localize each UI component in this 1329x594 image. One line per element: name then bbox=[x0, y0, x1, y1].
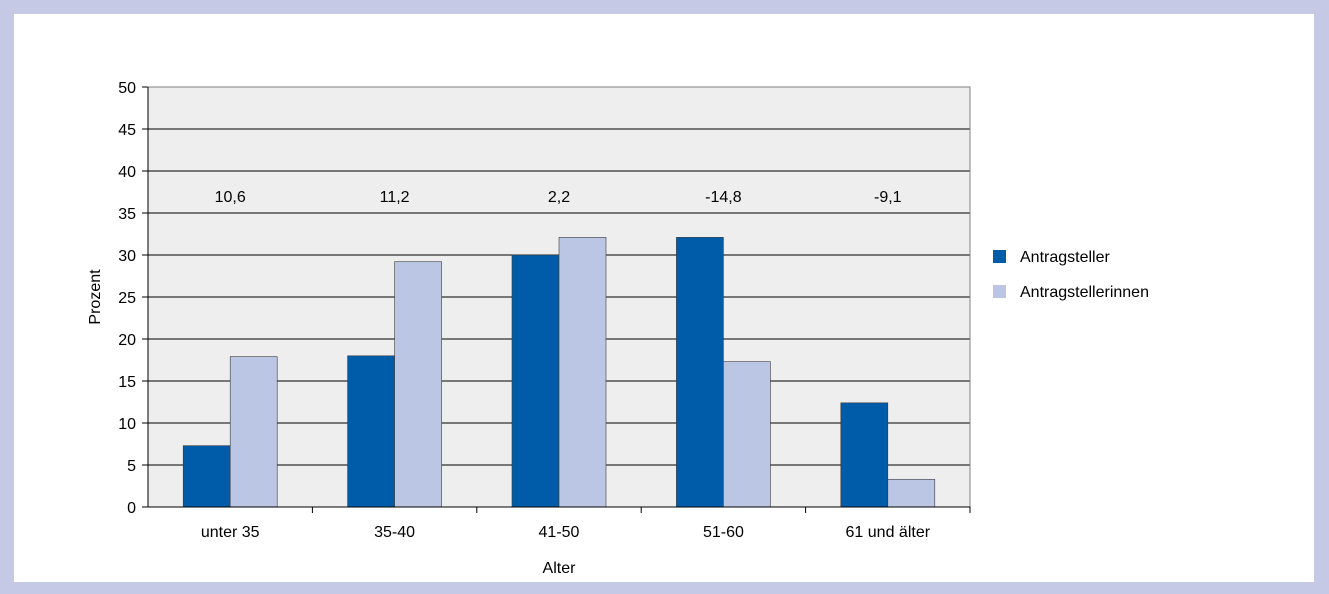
y-axis-title: Prozent bbox=[87, 269, 104, 325]
bar-antragsteller bbox=[840, 402, 889, 508]
axes bbox=[142, 86, 971, 513]
bar-antragstellerinnen bbox=[887, 478, 936, 508]
x-tick-label: unter 35 bbox=[201, 524, 260, 541]
legend-swatch bbox=[993, 285, 1006, 298]
y-tick-label: 0 bbox=[127, 500, 136, 517]
y-tick-label: 10 bbox=[118, 416, 136, 433]
y-tick-label: 25 bbox=[118, 290, 136, 307]
bar-antragstellerinnen bbox=[394, 261, 442, 508]
x-axis-title: Alter bbox=[543, 560, 577, 577]
y-tick-label: 15 bbox=[118, 374, 136, 391]
legend-label: Antragsteller bbox=[1020, 249, 1110, 266]
bar-chart: 0 5 10 15 20 25 30 35 40 45 50 unter 35 35-40 41-50 5… bbox=[87, 80, 1149, 577]
x-tick-label: 35-40 bbox=[374, 524, 415, 541]
bar-antragstellerinnen bbox=[558, 237, 607, 508]
chart-panel: 0 5 10 15 20 25 30 35 40 45 50 unter 35 35-40 41-50 5… bbox=[14, 14, 1314, 582]
y-tick-label: 20 bbox=[118, 332, 136, 349]
y-tick-label: 50 bbox=[118, 80, 136, 97]
x-tick-label: 61 und älter bbox=[846, 524, 931, 541]
difference-label: -9,1 bbox=[874, 189, 902, 206]
bar-antragstellerinnen bbox=[229, 356, 278, 508]
x-tick-labels: unter 35 35-40 41-50 51-60 61 und älter bbox=[201, 524, 931, 541]
y-tick-label: 45 bbox=[118, 122, 136, 139]
difference-label: 2,2 bbox=[548, 189, 570, 206]
y-tick-labels: 0 5 10 15 20 25 30 35 40 45 50 bbox=[118, 80, 136, 517]
difference-labels: 10,6 11,2 2,2 -14,8 -9,1 bbox=[215, 189, 902, 206]
x-tick-label: 41-50 bbox=[539, 524, 580, 541]
y-tick-label: 40 bbox=[118, 164, 136, 181]
x-tick-label: 51-60 bbox=[703, 524, 744, 541]
legend: Antragsteller Antragstellerinnen bbox=[993, 249, 1149, 301]
difference-label: 11,2 bbox=[380, 189, 410, 206]
bar-antragsteller bbox=[347, 355, 395, 508]
difference-label: -14,8 bbox=[705, 189, 742, 206]
y-tick-label: 5 bbox=[127, 458, 136, 475]
bar-antragsteller bbox=[182, 445, 231, 508]
y-tick-label: 35 bbox=[118, 206, 136, 223]
legend-label: Antragstellerinnen bbox=[1020, 284, 1149, 301]
difference-label: 10,6 bbox=[215, 189, 246, 206]
bars bbox=[182, 237, 936, 508]
legend-swatch bbox=[993, 250, 1006, 263]
bar-antragstellerinnen bbox=[723, 361, 771, 508]
bar-antragsteller bbox=[676, 237, 724, 508]
y-tick-label: 30 bbox=[118, 248, 136, 265]
bar-antragsteller bbox=[511, 254, 560, 508]
